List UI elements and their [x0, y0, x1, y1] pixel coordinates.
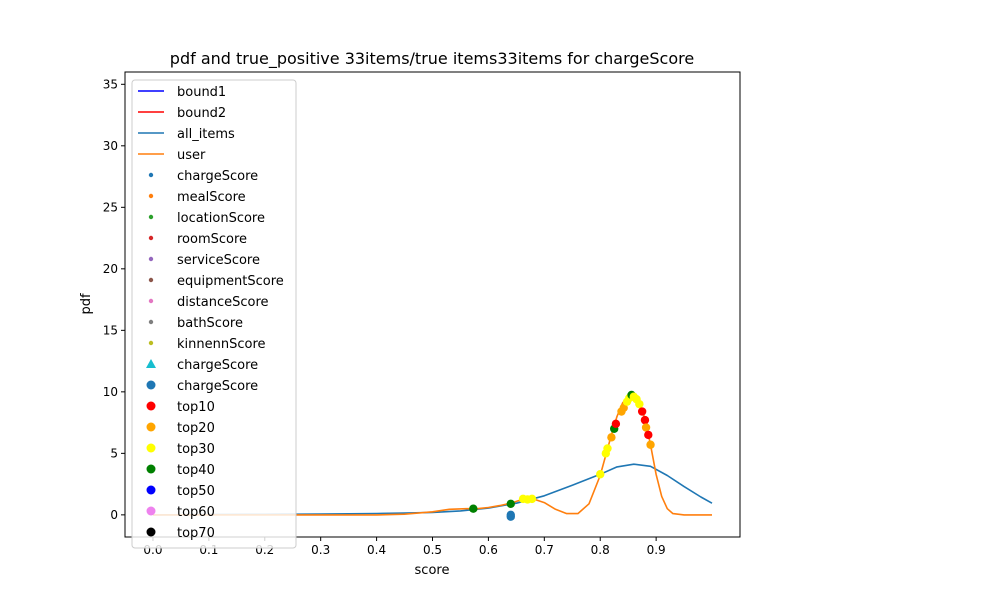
x-axis-label: score — [415, 563, 450, 578]
y-tick-label: 0 — [110, 508, 118, 522]
legend-label: top10 — [177, 400, 215, 415]
legend-label: user — [177, 148, 206, 163]
x-tick-label: 0.8 — [591, 543, 610, 557]
data-point — [641, 423, 651, 432]
legend-dot-marker — [146, 443, 156, 453]
legend-label: chargeScore — [177, 169, 258, 184]
data-point — [506, 499, 515, 508]
legend-box — [131, 79, 297, 549]
legend-dot-marker — [148, 172, 154, 178]
data-point — [611, 419, 621, 429]
data-point — [640, 415, 650, 425]
y-axis-label: pdf — [79, 293, 94, 315]
y-tick-label: 30 — [103, 139, 118, 153]
legend-label: roomScore — [177, 232, 247, 247]
series-user — [153, 394, 712, 516]
legend-label: all_items — [177, 127, 235, 142]
chart-title: pdf and true_positive 33items/true items… — [170, 49, 694, 69]
x-tick-label: 0.9 — [647, 543, 666, 557]
legend-label: top40 — [177, 463, 215, 478]
plot-frame — [124, 71, 741, 538]
data-point — [637, 407, 647, 416]
legend-label: equipmentScore — [177, 274, 284, 289]
y-tick-label: 10 — [103, 385, 118, 399]
legend-label: bound1 — [177, 85, 226, 100]
data-point — [527, 494, 537, 504]
x-tick-label: 0.4 — [367, 543, 386, 557]
data-point — [596, 470, 605, 479]
legend-dot-marker — [146, 527, 156, 537]
legend-label: top50 — [177, 484, 215, 499]
data-point — [644, 430, 653, 440]
legend-dot-marker — [148, 235, 154, 241]
legend-label: top30 — [177, 442, 215, 457]
y-tick-label: 20 — [103, 262, 118, 276]
legend-label: bound2 — [177, 106, 226, 121]
legend-label: bathScore — [177, 316, 243, 331]
data-point — [635, 399, 644, 409]
legend-label: chargeScore — [177, 358, 258, 373]
legend-label: distanceScore — [177, 295, 269, 310]
y-axis-ticks: 0 5 10 15 20 25 30 35 — [103, 77, 125, 522]
legend-label: mealScore — [177, 190, 246, 205]
legend-label: top70 — [177, 526, 215, 541]
x-tick-label: 0.7 — [535, 543, 554, 557]
legend-dot-marker — [148, 193, 154, 199]
legend-dot-marker — [146, 464, 156, 474]
legend-dot-marker — [146, 380, 156, 390]
legend-dot-marker — [146, 506, 156, 516]
legend-dot-marker — [148, 298, 154, 304]
data-point — [646, 440, 655, 449]
data-point — [506, 512, 515, 521]
legend-dot-marker — [148, 256, 154, 262]
y-tick-label: 25 — [103, 200, 118, 214]
legend-triangle-marker — [146, 359, 156, 368]
data-point — [607, 433, 616, 442]
legend-label: locationScore — [177, 211, 265, 226]
legend-label: serviceScore — [177, 253, 260, 268]
y-tick-label: 35 — [103, 77, 118, 91]
legend-label: chargeScore — [177, 379, 258, 394]
legend-label: top20 — [177, 421, 215, 436]
data-point — [619, 403, 628, 413]
data-point — [603, 444, 612, 453]
legend-dot-marker — [148, 214, 154, 220]
x-tick-label: 0.3 — [311, 543, 330, 557]
legend-dot-marker — [148, 277, 154, 283]
legend-dot-marker — [146, 422, 156, 432]
y-tick-label: 15 — [103, 323, 118, 337]
legend-dot-marker — [148, 319, 154, 325]
legend-label: top60 — [177, 505, 215, 520]
legend-dot-marker — [146, 401, 156, 411]
x-tick-label: 0.5 — [423, 543, 442, 557]
points-layer — [469, 390, 655, 521]
legend-dot-marker — [148, 340, 154, 346]
x-tick-label: 0.6 — [479, 543, 498, 557]
legend-dot-marker — [146, 485, 156, 495]
y-tick-label: 5 — [110, 446, 118, 460]
legend-label: kinnennScore — [177, 337, 266, 352]
data-point — [469, 504, 478, 513]
